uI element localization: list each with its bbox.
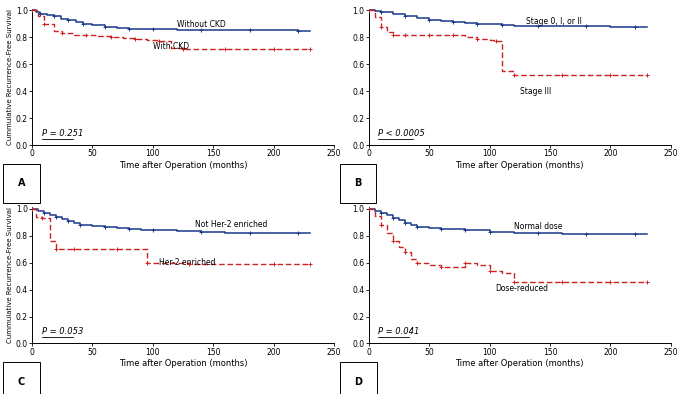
Text: With CKD: With CKD: [153, 42, 189, 50]
Y-axis label: Cummulative Recurrence-Free Survival: Cummulative Recurrence-Free Survival: [7, 9, 13, 145]
Text: Her-2 enriched: Her-2 enriched: [159, 258, 215, 267]
Y-axis label: Cummulative Recurrence-Free Survival: Cummulative Recurrence-Free Survival: [7, 208, 13, 344]
Text: A: A: [18, 178, 25, 188]
Text: P = 0.251: P = 0.251: [42, 129, 83, 138]
X-axis label: Time after Operation (months): Time after Operation (months): [119, 161, 247, 170]
Text: Normal dose: Normal dose: [514, 222, 562, 231]
Text: B: B: [354, 178, 362, 188]
Text: P < 0.0005: P < 0.0005: [378, 129, 425, 138]
Text: Stage 0, I, or II: Stage 0, I, or II: [526, 17, 582, 26]
Text: Not Her-2 enriched: Not Her-2 enriched: [195, 221, 268, 229]
X-axis label: Time after Operation (months): Time after Operation (months): [456, 359, 584, 368]
X-axis label: Time after Operation (months): Time after Operation (months): [456, 161, 584, 170]
Text: P = 0.041: P = 0.041: [378, 327, 420, 336]
Text: C: C: [18, 377, 25, 387]
Text: Without CKD: Without CKD: [177, 20, 226, 29]
Text: Stage III: Stage III: [520, 87, 551, 96]
Text: D: D: [354, 377, 362, 387]
Text: P = 0.053: P = 0.053: [42, 327, 83, 336]
X-axis label: Time after Operation (months): Time after Operation (months): [119, 359, 247, 368]
Text: Dose-reduced: Dose-reduced: [496, 284, 549, 293]
